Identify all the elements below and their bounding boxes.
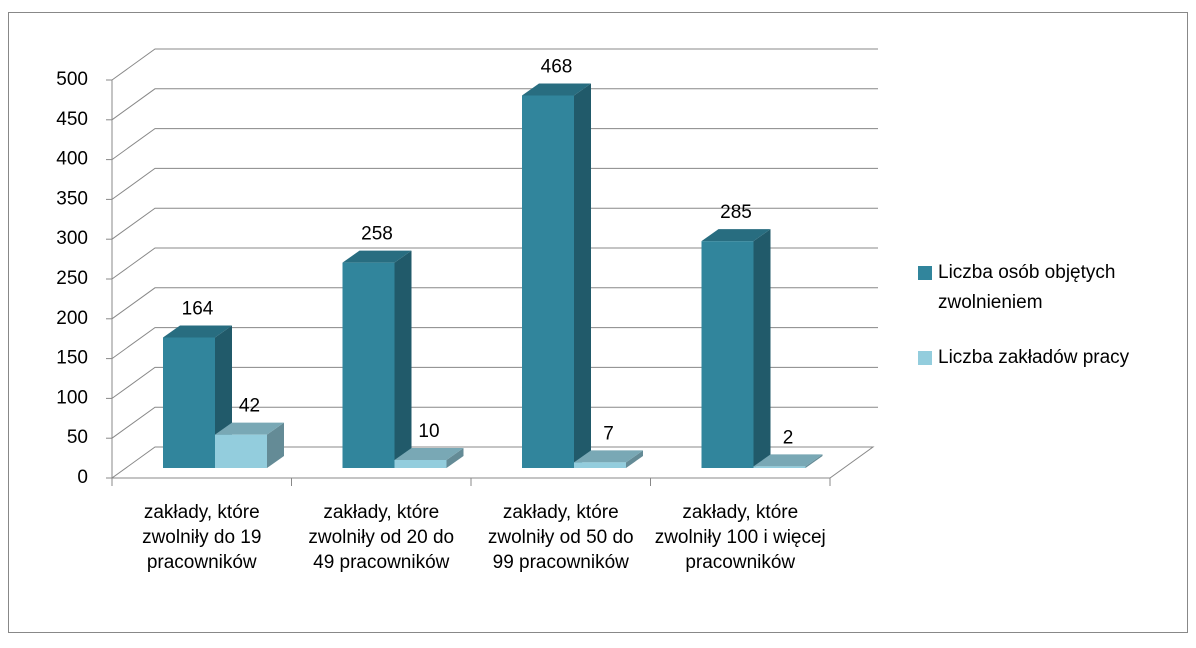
bar-face — [522, 95, 574, 469]
y-tick-label: 450 — [56, 109, 88, 130]
data-label: 258 — [361, 224, 393, 245]
bar-face — [626, 450, 643, 468]
data-label: 2 — [783, 427, 794, 448]
legend-swatch — [918, 266, 932, 280]
legend-label: Liczba osób objętych zwolnieniem — [938, 262, 1116, 313]
bar-face — [753, 466, 806, 468]
grid-line — [111, 207, 878, 240]
y-tick-label: 200 — [56, 308, 88, 329]
bar — [574, 450, 643, 468]
bar-face — [394, 460, 447, 468]
grid-line — [111, 366, 878, 399]
bar-face — [163, 325, 232, 338]
bar-face — [163, 337, 215, 468]
grid-line — [111, 48, 878, 81]
bar-face — [574, 83, 591, 469]
grid-line — [111, 88, 878, 121]
x-tick-label: zakłady, które zwolniły od 50 do 99 prac… — [487, 502, 634, 573]
bar-face — [394, 448, 464, 461]
data-label: 7 — [603, 423, 614, 444]
bar — [701, 229, 771, 468]
bar-face — [267, 422, 284, 468]
y-tick-label: 150 — [56, 348, 88, 369]
grid-line — [111, 406, 878, 439]
bar-face — [394, 250, 412, 468]
x-tick-label: zakłady, które zwolniły 100 i więcej pra… — [654, 502, 826, 573]
bar-face — [805, 454, 823, 468]
y-tick-label: 500 — [56, 69, 88, 90]
y-tick-label: 250 — [56, 268, 88, 289]
y-tick-label: 100 — [56, 387, 88, 408]
y-tick-label: 0 — [77, 467, 88, 488]
bar-face — [574, 450, 643, 463]
data-label: 164 — [182, 298, 214, 319]
y-tick-label: 350 — [56, 188, 88, 209]
bar-face — [522, 83, 591, 96]
grid-line — [111, 327, 878, 360]
floor — [110, 446, 875, 479]
grid-line — [111, 247, 878, 280]
data-label: 285 — [720, 202, 752, 223]
bar-face — [753, 454, 823, 467]
bar — [753, 454, 823, 468]
bar-face — [701, 229, 771, 242]
legend-label: Liczba zakładów pracy — [938, 347, 1130, 368]
y-tick-label: 50 — [67, 427, 88, 448]
chart-frame — [8, 12, 1188, 633]
bar — [215, 422, 284, 468]
bar-face — [574, 462, 626, 468]
y-tick-label: 400 — [56, 149, 88, 170]
grid-line — [111, 167, 878, 200]
bar-face — [342, 262, 395, 468]
bar — [394, 448, 464, 468]
x-tick-label: zakłady, które zwolniły od 20 do 49 prac… — [308, 502, 455, 573]
data-label: 10 — [418, 421, 439, 442]
bar-face — [701, 241, 754, 468]
legend-swatch — [918, 351, 932, 365]
y-tick-label: 300 — [56, 228, 88, 249]
grid-line — [111, 287, 878, 320]
bar-face — [446, 448, 464, 468]
bar-face — [342, 250, 412, 263]
data-label: 42 — [239, 396, 260, 417]
bar — [522, 83, 591, 469]
bar-face — [215, 422, 284, 435]
bar-face — [753, 229, 771, 468]
data-label: 468 — [541, 56, 573, 77]
bar-face — [215, 434, 267, 468]
x-tick-label: zakłady, które zwolniły do 19 pracownikó… — [142, 502, 262, 573]
bar — [342, 250, 412, 468]
grid-line — [111, 128, 878, 161]
